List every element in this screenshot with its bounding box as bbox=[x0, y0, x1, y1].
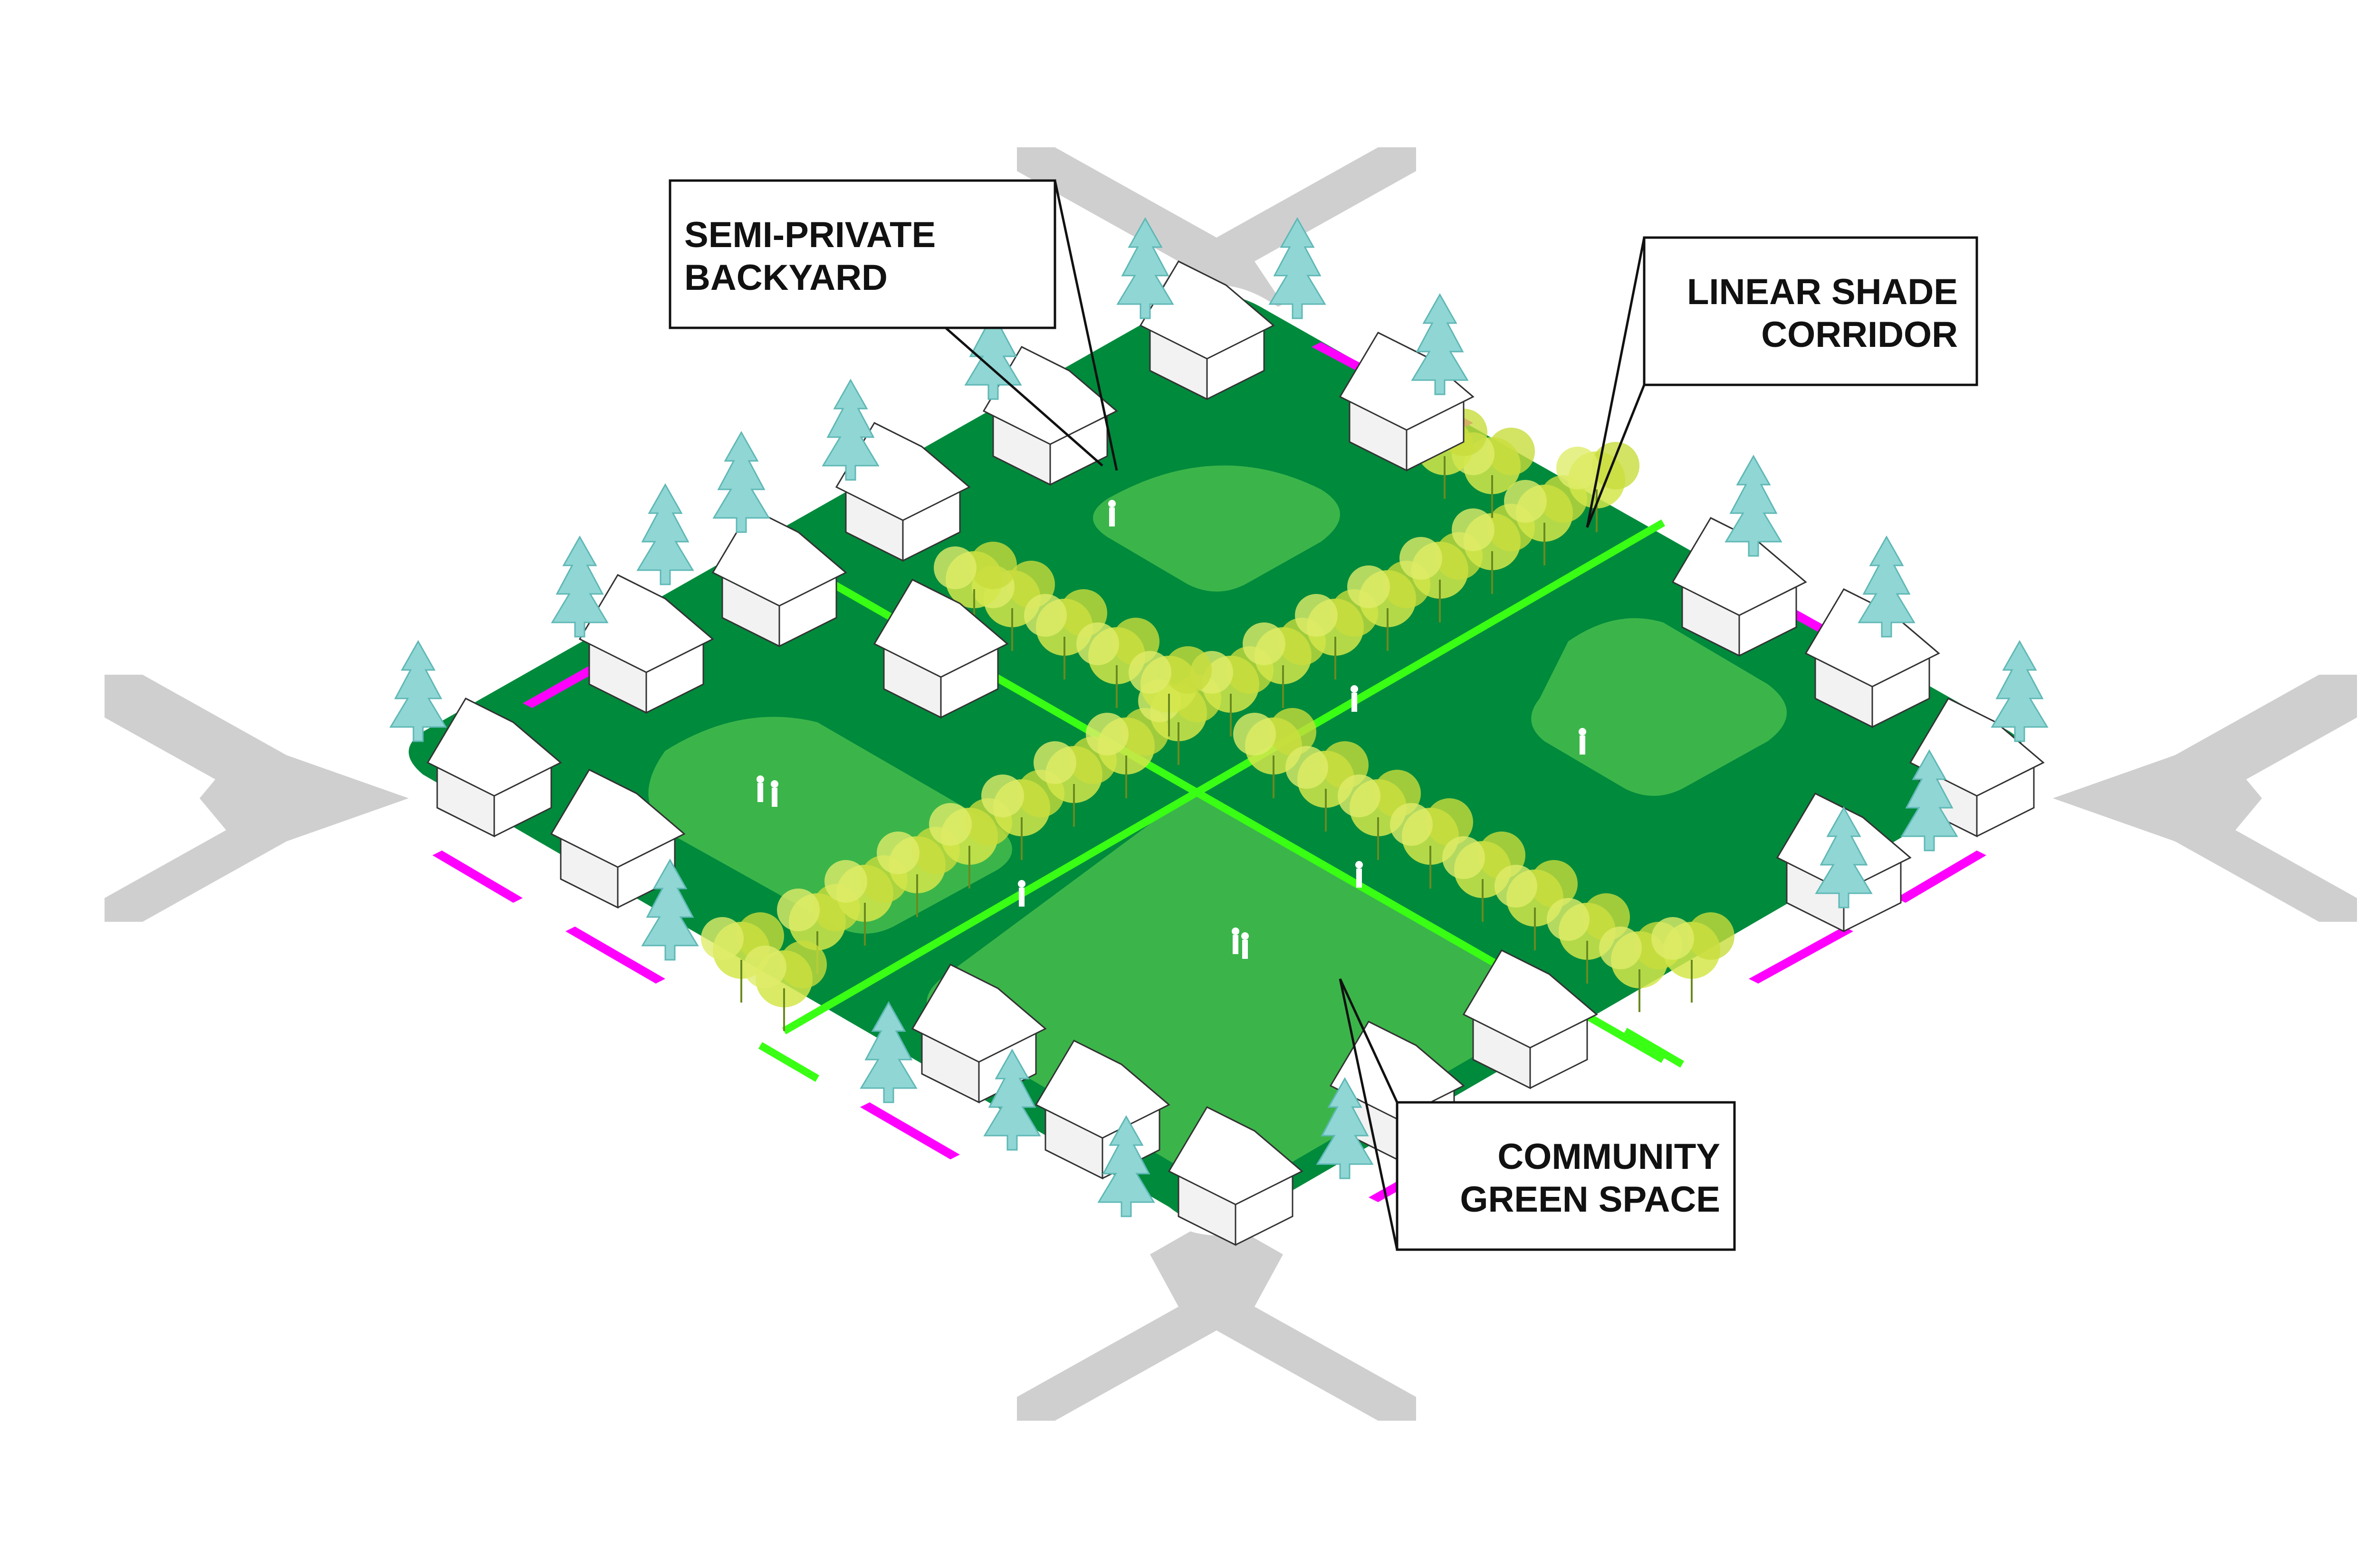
callout-linear-shade-corridor: LINEAR SHADE CORRIDOR bbox=[1586, 236, 1978, 528]
callout-semi-private-backyard: SEMI-PRIVATE BACKYARD bbox=[669, 179, 1118, 471]
callout-green-line2: GREEN SPACE bbox=[1460, 1179, 1720, 1220]
callout-corridor-line2: CORRIDOR bbox=[1761, 315, 1958, 355]
block-base bbox=[392, 285, 2041, 1235]
callout-green-line1: COMMUNITY bbox=[1497, 1137, 1720, 1177]
callout-backyard-line1: SEMI-PRIVATE bbox=[684, 215, 936, 255]
callout-community-green-space: COMMUNITY GREEN SPACE bbox=[1339, 978, 1736, 1251]
callout-backyard-line2: BACKYARD bbox=[684, 258, 888, 298]
callout-corridor-line1: LINEAR SHADE bbox=[1687, 272, 1958, 312]
